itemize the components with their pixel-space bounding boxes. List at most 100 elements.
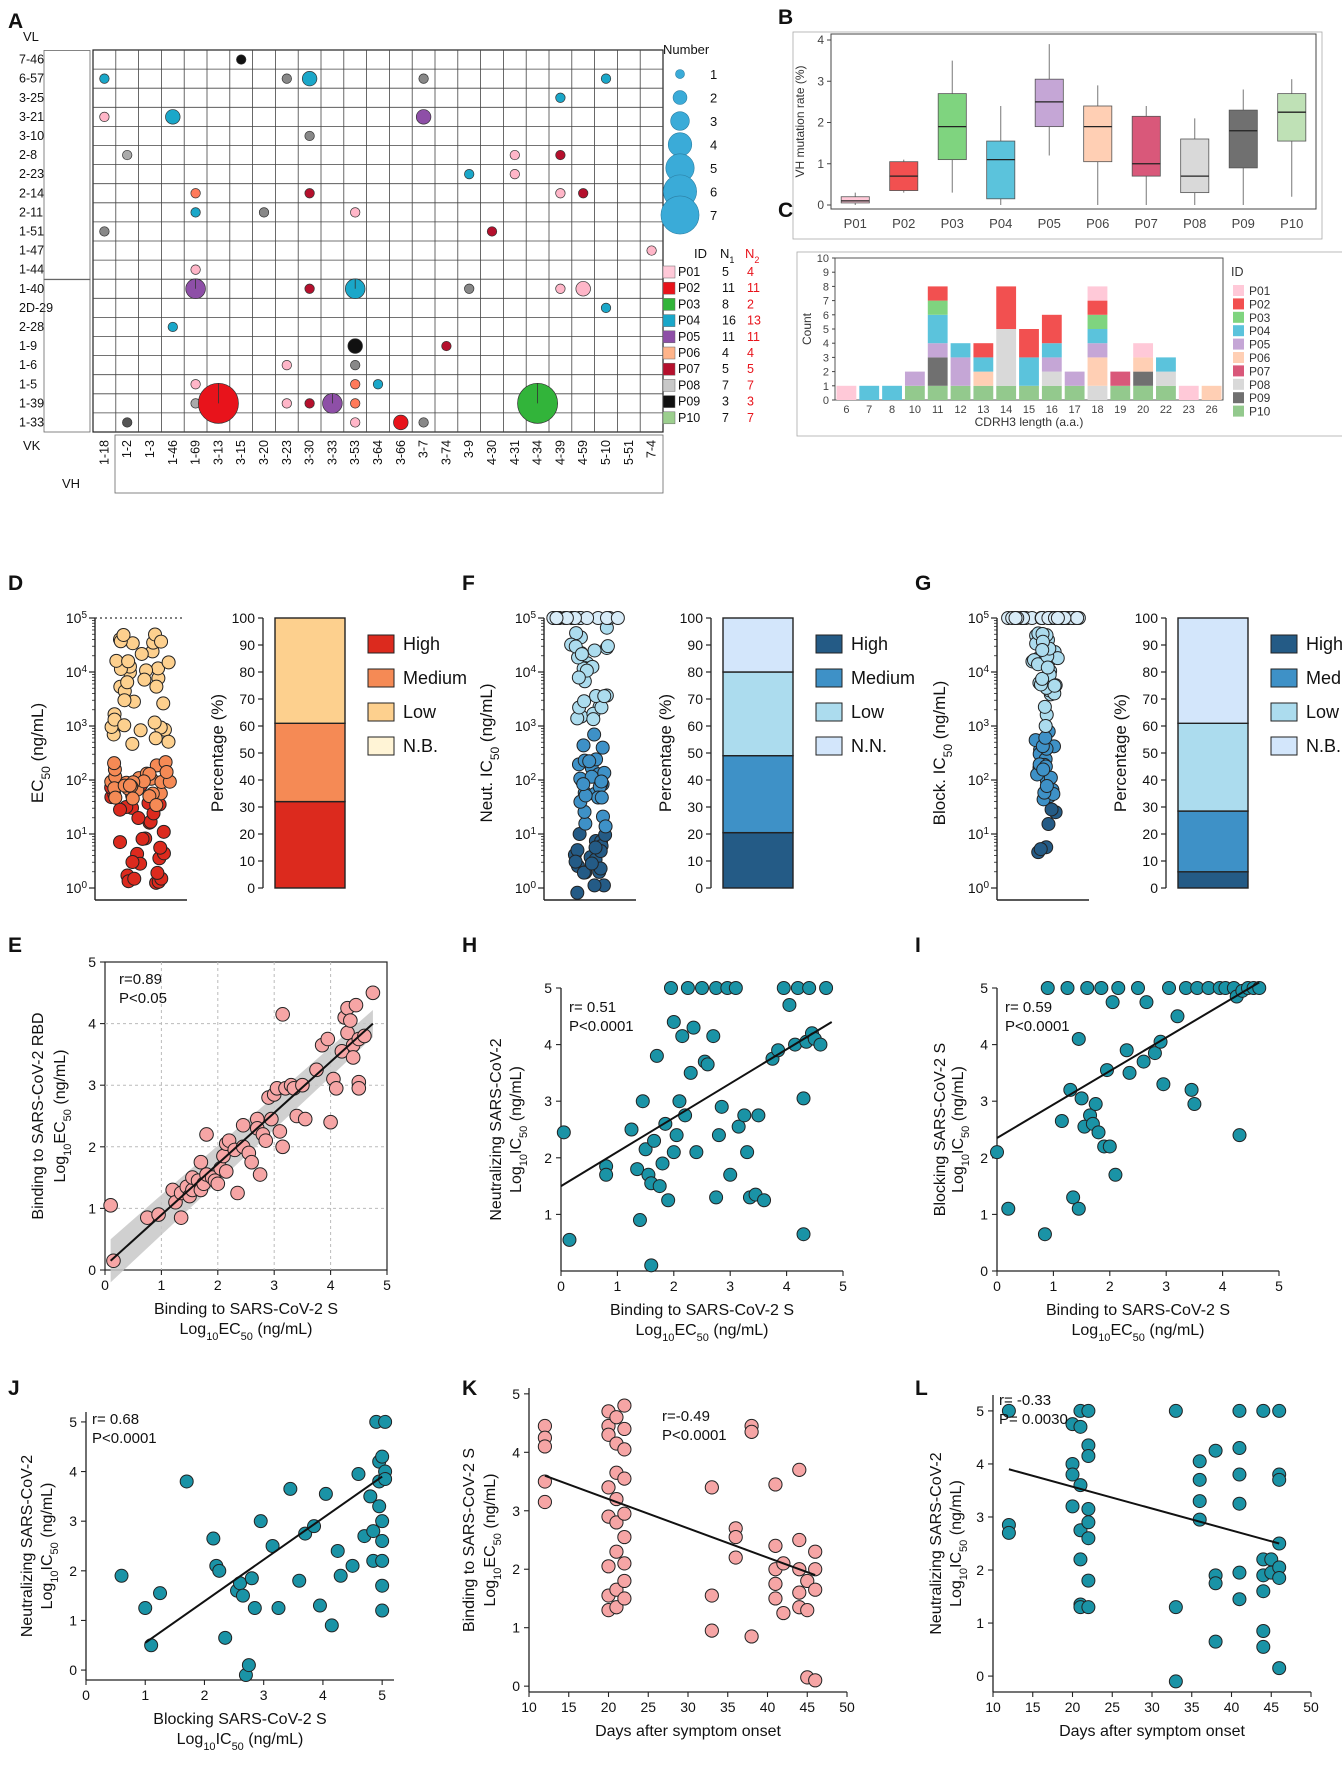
x-tick-label: 5 — [1275, 1278, 1283, 1294]
scatter-point — [1039, 779, 1054, 794]
scatter-point — [669, 1128, 684, 1143]
bubble-point — [350, 207, 361, 218]
scatter-point — [351, 1080, 367, 1096]
id-table-id: P10 — [678, 411, 700, 425]
legend-swatch — [1270, 668, 1298, 688]
y-tick-label: 50 — [1142, 745, 1158, 761]
scatter-point — [800, 1603, 815, 1618]
legend-label: P06 — [1249, 351, 1271, 365]
scatter-point — [638, 1142, 653, 1157]
bubble-point — [350, 360, 361, 371]
bubble-point — [258, 207, 270, 218]
scatter-point — [576, 777, 591, 792]
bubble-point — [304, 188, 315, 199]
panel-g-percentage-bar: 0 10 20 30 40 50 60 70 80 90 100 Percentage (%) High… — [1111, 610, 1342, 896]
bubble-point — [415, 109, 432, 125]
scatter-point — [1272, 1570, 1287, 1585]
scatter-point — [689, 1145, 704, 1160]
col-label: 1-46 — [166, 440, 180, 465]
scatter-point — [617, 1471, 632, 1486]
y-tick-label: 8 — [823, 281, 829, 293]
bubble-point — [578, 188, 589, 199]
id-table-n2: 11 — [747, 330, 760, 344]
scatter-point — [1272, 1403, 1287, 1418]
bar-segment — [1041, 314, 1062, 344]
scatter-point — [1192, 1494, 1207, 1509]
legend-swatch — [1233, 298, 1244, 310]
scatter-point — [378, 1414, 393, 1429]
y-tick-label: 1 — [88, 1200, 96, 1216]
scatter-point — [206, 1531, 221, 1546]
row-label: 2D-29 — [19, 301, 53, 315]
x-axis-label-units: Log10IC50 (ng/mL) — [177, 1731, 304, 1753]
scatter-point — [1111, 981, 1126, 995]
bar-segment — [1087, 385, 1108, 400]
x-axis-label: Days after symptom onset — [1059, 1723, 1245, 1740]
scatter-point — [655, 1156, 670, 1171]
x-tick-label: 15 — [1025, 1699, 1041, 1715]
scatter-point — [751, 1108, 766, 1123]
bar-segment — [1156, 371, 1176, 386]
x-tick-label: 2 — [1106, 1278, 1114, 1294]
y-tick-label: 4 — [69, 1464, 77, 1480]
id-table-n1: 3 — [722, 395, 729, 409]
y-tick-label: 100 — [515, 880, 537, 897]
panel-letter-j: J — [8, 1377, 20, 1400]
y-tick-label: 3 — [976, 1509, 984, 1525]
x-tick-label: 15 — [561, 1699, 577, 1715]
panel-k-scatter: 10 15 20 25 30 35 40 45 50012345r=-0.49P<0.0001D… — [461, 1386, 855, 1740]
id-table-id: P01 — [678, 265, 700, 279]
y-tick-label: 4 — [88, 1016, 96, 1032]
y-tick-label: 90 — [239, 637, 255, 653]
row-label: 6-57 — [19, 72, 44, 86]
scatter-point — [652, 1179, 667, 1194]
scatter-point — [1147, 1046, 1162, 1061]
bar-segment — [1156, 385, 1176, 400]
scatter-point — [113, 835, 128, 850]
y-tick-label: 2 — [976, 1562, 984, 1578]
id-table-n1: 11 — [722, 330, 735, 344]
scatter-point — [131, 811, 146, 826]
box-body — [840, 196, 870, 204]
scatter-point — [647, 1133, 662, 1148]
legend-label: High — [1306, 634, 1342, 654]
scatter-point — [107, 756, 122, 771]
x-tick-label: 2 — [201, 1687, 209, 1703]
bar-segment — [882, 385, 902, 400]
bubble-point — [464, 169, 475, 180]
scatter-point — [1187, 1097, 1202, 1112]
x-tick-label: 1 — [1050, 1278, 1058, 1294]
x-axis-label: Binding to SARS-CoV-2 S — [154, 1301, 338, 1318]
legend-swatch — [1233, 338, 1244, 350]
size-legend-title: Number — [663, 42, 710, 57]
bar-segment — [1087, 286, 1108, 301]
scatter-point — [569, 626, 584, 641]
row-label: 2-8 — [19, 148, 37, 162]
bubble-point — [304, 130, 315, 142]
id-table-legend: ID N1 N2 P01 5 4 P02 11 11 P03 8 2 P04 16 13 P05 11 11 P06… — [662, 246, 761, 425]
bar-segment — [904, 371, 925, 386]
y-tick-label: 30 — [687, 799, 703, 815]
legend-label: Medium — [403, 668, 467, 688]
bubble-point — [190, 188, 201, 199]
scatter-point — [808, 1544, 823, 1559]
scatter-point — [1156, 1077, 1171, 1092]
scatter-point — [375, 1578, 390, 1593]
y-tick-label: 3 — [88, 1077, 96, 1093]
scatter-point — [711, 1128, 726, 1143]
x-tick-label: 7 — [866, 404, 872, 416]
y-axis-label-units: Log10IC50 (ng/mL) — [948, 1480, 970, 1607]
regression-line — [144, 1475, 383, 1644]
scatter-point — [1192, 1472, 1207, 1487]
scatter-point — [264, 1111, 279, 1127]
scatter-point — [343, 1013, 358, 1028]
scatter-point — [1035, 642, 1050, 657]
bar-segment — [973, 385, 994, 400]
x-tick-label: 5 — [839, 1278, 847, 1294]
panel-d-log-scatter: 100 101 102 103 104 105 EC50 (ng/mL) — [28, 610, 187, 901]
bar-segment — [1064, 371, 1085, 386]
scatter-point — [594, 790, 609, 805]
legend-label: Low — [403, 702, 437, 722]
bar-segment — [973, 371, 994, 386]
scatter-point — [570, 885, 585, 900]
